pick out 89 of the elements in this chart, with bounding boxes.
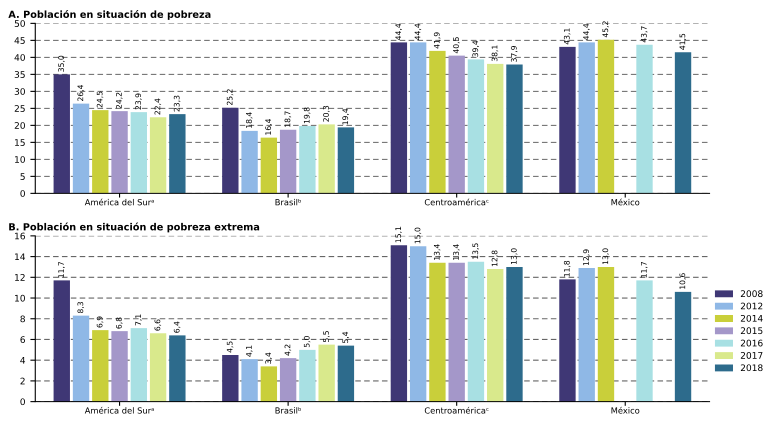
- y-tick-label: 35: [14, 71, 25, 78]
- bar: [92, 330, 108, 402]
- y-tick-label: 16: [15, 232, 25, 240]
- bar: [506, 64, 523, 194]
- y-tick-label: 45: [14, 37, 25, 44]
- bar: [674, 52, 692, 194]
- bar: [448, 56, 465, 194]
- bar: [54, 280, 70, 402]
- bar: [130, 112, 148, 194]
- legend-label: 2017: [740, 352, 762, 359]
- legend-label: 2008: [740, 290, 763, 298]
- bar: [280, 358, 296, 402]
- bar: [318, 344, 335, 402]
- bar: [598, 266, 614, 402]
- bar: [169, 114, 186, 194]
- bar: [169, 335, 186, 402]
- bar: [150, 117, 166, 194]
- y-tick-label: 40: [14, 54, 25, 61]
- bar: [674, 292, 692, 402]
- y-tick-label: 10: [15, 156, 25, 163]
- y-tick-label: 10: [15, 294, 25, 302]
- bar: [338, 346, 354, 402]
- y-tick-label: 30: [14, 88, 25, 95]
- bar: [578, 42, 595, 194]
- bar: [598, 40, 614, 194]
- legend-label: 2018: [740, 364, 763, 372]
- bar: [72, 104, 90, 194]
- bar: [429, 50, 446, 194]
- bar: [410, 42, 426, 194]
- bar: [559, 279, 576, 402]
- bar: [487, 64, 504, 194]
- chart-title: A. Población en situación de pobreza: [8, 10, 210, 20]
- x-tick-label: Centroaméricaᶜ: [424, 198, 489, 206]
- y-tick-label: 0: [20, 398, 25, 406]
- legend-label: 2015: [740, 327, 762, 334]
- bar: [487, 269, 504, 402]
- x-tick-label: Centroaméricaᶜ: [424, 406, 489, 414]
- bar: [54, 74, 70, 194]
- bar: [260, 366, 278, 402]
- x-tick-label: Brasilᵇ: [276, 198, 301, 206]
- bar: [92, 110, 108, 194]
- x-tick-label: México: [612, 198, 640, 206]
- bar: [299, 350, 316, 402]
- bar: [636, 280, 653, 402]
- x-tick-label: México: [612, 406, 640, 414]
- y-tick-label: 0: [20, 190, 25, 197]
- x-tick-label: América del Surᵃ: [84, 198, 154, 206]
- legend-label: 2014: [740, 314, 763, 322]
- bar: [111, 111, 128, 194]
- bar: [241, 130, 258, 194]
- bar: [506, 266, 523, 402]
- legend-label: 2016: [740, 340, 763, 346]
- bar: [222, 108, 239, 194]
- bar: [260, 138, 278, 194]
- y-tick-label: 15: [15, 139, 25, 146]
- bar: [390, 42, 408, 194]
- y-tick-label: 25: [14, 105, 25, 112]
- y-tick-label: 2: [20, 378, 25, 384]
- bar: [578, 268, 595, 402]
- bar: [318, 124, 335, 194]
- y-tick-label: 14: [15, 253, 26, 260]
- y-tick-label: 20: [14, 122, 25, 129]
- bar: [150, 333, 166, 402]
- y-tick-label: 6: [20, 336, 25, 344]
- legend-label: 2012: [740, 302, 762, 310]
- bar: [222, 355, 239, 402]
- y-tick-label: 8: [20, 315, 25, 322]
- bar: [241, 359, 258, 402]
- bar: [390, 245, 408, 402]
- bar: [299, 126, 316, 194]
- y-tick-label: 12: [15, 274, 25, 281]
- chart-title: B. Población en situación de pobreza extrema: [9, 222, 260, 232]
- bar: [280, 130, 296, 194]
- bar: [130, 328, 148, 402]
- bar: [636, 44, 653, 194]
- y-tick-label: 4: [20, 357, 26, 364]
- bar: [338, 127, 354, 194]
- y-tick-label: 5: [20, 173, 25, 180]
- y-tick-label: 50: [14, 20, 25, 27]
- bar: [468, 59, 484, 194]
- bar: [429, 262, 446, 402]
- x-tick-label: América del Surᵃ: [84, 406, 154, 414]
- bar: [410, 246, 426, 402]
- x-tick-label: Brasilᵇ: [276, 407, 301, 414]
- bar: [468, 262, 484, 402]
- bar: [559, 46, 576, 194]
- bar: [448, 262, 465, 402]
- bar: [111, 331, 128, 402]
- bar: [72, 316, 90, 402]
